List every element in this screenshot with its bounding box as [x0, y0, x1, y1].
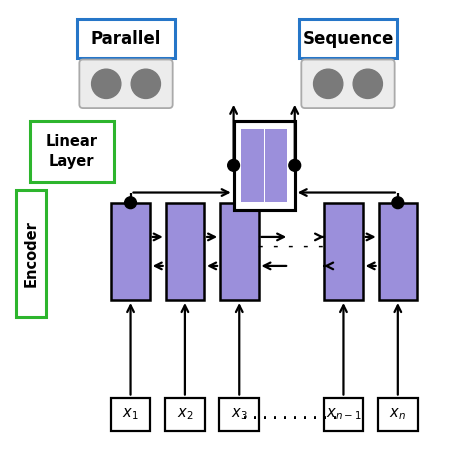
- Circle shape: [131, 69, 160, 98]
- FancyBboxPatch shape: [30, 121, 114, 182]
- FancyBboxPatch shape: [79, 59, 173, 108]
- FancyBboxPatch shape: [110, 398, 150, 431]
- Text: Linear
Layer: Linear Layer: [46, 135, 98, 169]
- Text: $x_{n-1}$: $x_{n-1}$: [326, 407, 361, 422]
- Text: ..........: ..........: [240, 405, 340, 424]
- Circle shape: [228, 159, 239, 171]
- FancyBboxPatch shape: [165, 398, 205, 431]
- FancyBboxPatch shape: [220, 203, 258, 300]
- FancyBboxPatch shape: [299, 19, 397, 58]
- FancyBboxPatch shape: [324, 398, 364, 431]
- Text: Parallel: Parallel: [91, 29, 161, 48]
- Text: Encoder: Encoder: [23, 220, 38, 287]
- Text: $x_3$: $x_3$: [231, 407, 247, 422]
- FancyBboxPatch shape: [379, 203, 417, 300]
- FancyBboxPatch shape: [301, 59, 395, 108]
- FancyBboxPatch shape: [234, 121, 295, 209]
- Text: $x_1$: $x_1$: [122, 407, 139, 422]
- Circle shape: [91, 69, 121, 98]
- FancyBboxPatch shape: [77, 19, 175, 58]
- Circle shape: [392, 197, 404, 208]
- FancyBboxPatch shape: [111, 203, 150, 300]
- FancyBboxPatch shape: [219, 398, 259, 431]
- FancyBboxPatch shape: [324, 203, 363, 300]
- FancyBboxPatch shape: [265, 129, 287, 202]
- Text: $x_2$: $x_2$: [177, 407, 193, 422]
- FancyBboxPatch shape: [16, 190, 46, 317]
- FancyBboxPatch shape: [378, 398, 418, 431]
- Circle shape: [125, 197, 137, 208]
- FancyBboxPatch shape: [241, 129, 264, 202]
- Text: Sequence: Sequence: [302, 29, 394, 48]
- Text: $x_n$: $x_n$: [390, 407, 406, 422]
- FancyBboxPatch shape: [165, 203, 204, 300]
- Text: - - - - -: - - - - -: [257, 241, 324, 253]
- Circle shape: [314, 69, 343, 98]
- Circle shape: [353, 69, 383, 98]
- Circle shape: [289, 159, 301, 171]
